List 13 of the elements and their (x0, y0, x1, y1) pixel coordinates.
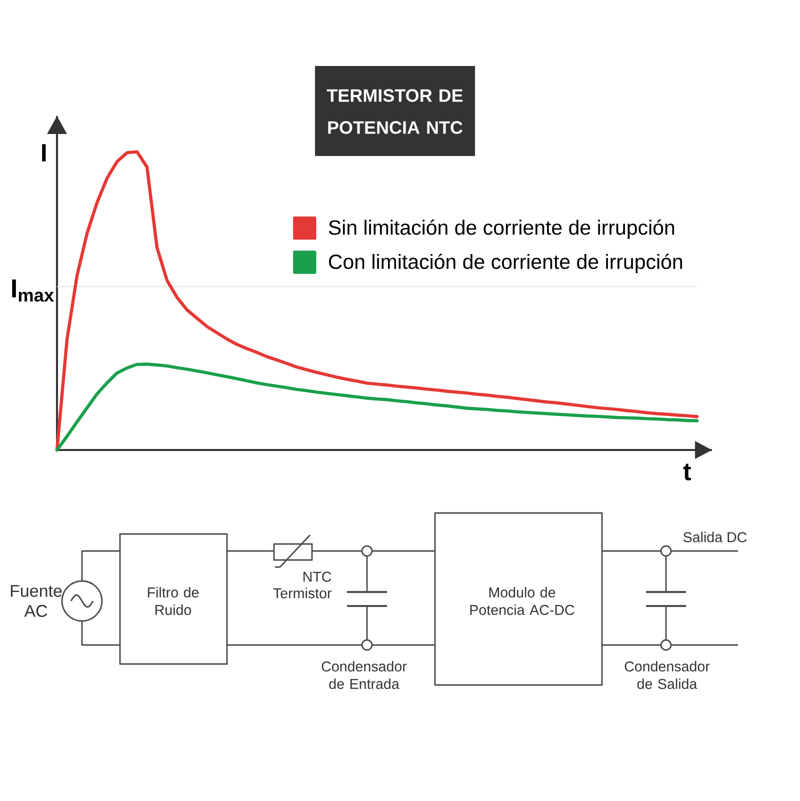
text: Salida DC (683, 532, 747, 542)
text: NTC Termistor (273, 572, 332, 598)
y-axis-title: I (42, 144, 46, 162)
chart-title: TERMISTOR DE POTENCIA NTC (326, 89, 463, 134)
ref-line-label: I$_{max}$ (12, 279, 54, 302)
legend-label: Sin limitación de corriente de irrupción (328, 220, 674, 239)
source-note: Fuente AC (10, 585, 62, 617)
text: Filtro de Ruido (148, 587, 199, 616)
text: Condensador de Entrada (322, 660, 407, 690)
text: Modulo de Potencia AC-DC (470, 587, 574, 616)
x-axis-title: t (683, 464, 691, 480)
legend-label: Con limitación de corriente de irrupción (328, 254, 682, 274)
text: Condensador de Salida (624, 660, 710, 690)
